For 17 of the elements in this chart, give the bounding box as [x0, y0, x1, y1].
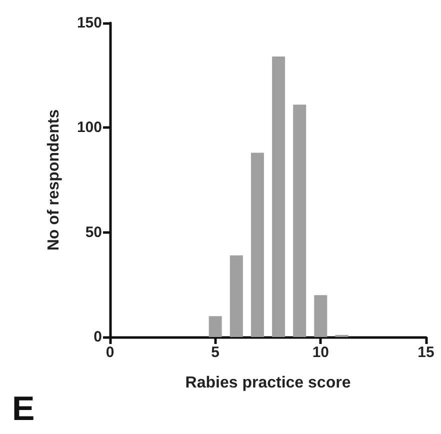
bar [250, 152, 264, 337]
y-tick-label: 150 [76, 14, 102, 32]
bar [293, 104, 306, 337]
x-tick-label: 15 [418, 344, 434, 361]
text: E [12, 390, 35, 428]
y-axis-title: No of respondents [46, 109, 62, 251]
x-axis-title: Rabies practice score [185, 374, 351, 392]
bar [230, 255, 243, 337]
bar [314, 295, 328, 337]
x-tick-label: 5 [211, 344, 220, 361]
y-tick-label: 50 [85, 224, 102, 241]
y-tick-label: 0 [94, 328, 102, 346]
x-tick-label: 0 [106, 344, 114, 361]
y-tick-label: 100 [76, 119, 102, 136]
x-tick-label: 10 [312, 344, 330, 361]
bar [272, 56, 286, 337]
bar [208, 316, 222, 337]
